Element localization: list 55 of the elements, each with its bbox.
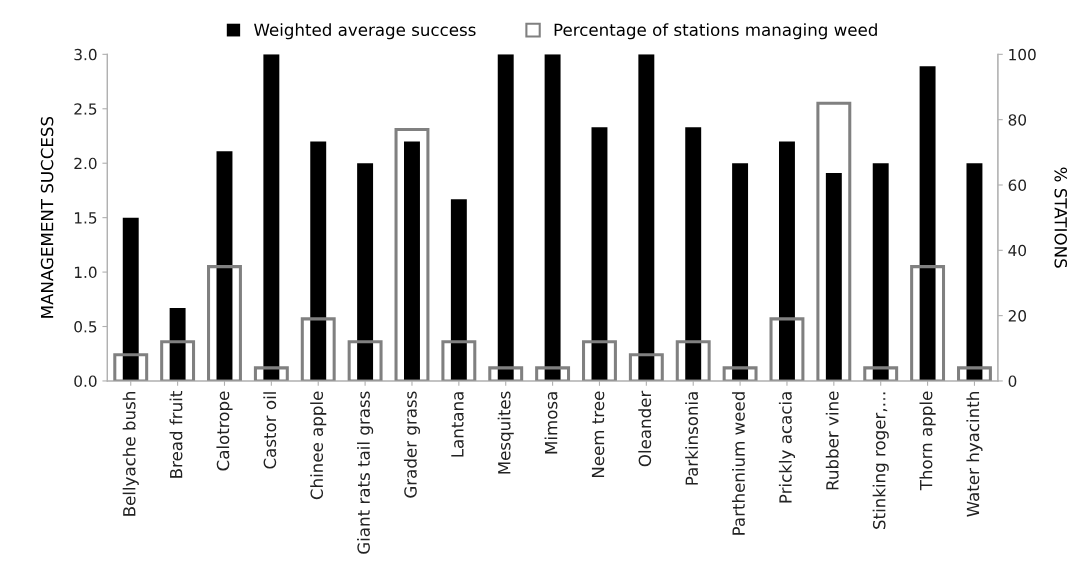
- y2-tick-label: 20: [1008, 310, 1027, 322]
- x-tick-label: Parthenium weed: [732, 392, 745, 535]
- x-tick-label: Giant rats tail grass: [357, 391, 374, 554]
- x-tick-label: Mesquites: [497, 391, 514, 474]
- x-tick-label: Water hyacinth: [966, 392, 983, 517]
- bar: [544, 54, 561, 381]
- bar: [638, 54, 655, 381]
- bar: [497, 54, 514, 381]
- x-tick-label: Chinee apple: [310, 391, 327, 500]
- bar: [732, 163, 749, 381]
- x-tick-label: Calotrope: [216, 391, 233, 471]
- y-tick-label: 0.0: [74, 375, 97, 387]
- x-tick-label: Parkinsonia: [685, 392, 699, 485]
- y2-tick-label: 60: [1008, 179, 1027, 192]
- bar: [263, 54, 280, 381]
- y-tick-label: 2.5: [74, 103, 97, 115]
- bar: [591, 127, 608, 381]
- x-tick-label: Thorn apple: [919, 391, 936, 491]
- x-tick-label: Prickly acacia: [778, 392, 796, 503]
- y-tick-label: 1.5: [74, 212, 97, 224]
- bar: [685, 127, 702, 381]
- y2-axis-title: % STATIONS: [1054, 167, 1068, 268]
- y2-tick-label: 0: [1008, 375, 1017, 387]
- bar: [169, 308, 186, 381]
- bar: [357, 163, 374, 381]
- x-tick-label: Grader grass: [403, 391, 421, 498]
- y-tick-label: 3.0: [74, 48, 97, 61]
- y2-tick-label: 80: [1008, 114, 1027, 126]
- x-tick-label: Oleander: [638, 390, 652, 467]
- y-tick-label: 2.0: [74, 157, 97, 170]
- x-tick-label: Neem tree: [591, 391, 605, 478]
- bar: [778, 141, 795, 381]
- bar: [825, 173, 842, 381]
- bar: [872, 163, 889, 381]
- y-tick-label: 0.5: [74, 320, 97, 333]
- bar: [919, 66, 936, 381]
- x-tick-label: Lantana: [451, 392, 464, 457]
- x-tick-label: Mimosa: [544, 392, 558, 454]
- y2-tick-label: 100: [1009, 48, 1036, 61]
- y2-tick-label: 40: [1008, 244, 1027, 257]
- bar: [122, 217, 139, 381]
- bar: [450, 199, 467, 381]
- bar: [216, 151, 233, 381]
- bar: [966, 163, 983, 381]
- y-axis-title: MANAGEMENT SUCCESS: [40, 116, 54, 318]
- bar: [404, 141, 420, 381]
- x-tick-label: Castor oil: [263, 392, 277, 469]
- legend-label: Weighted average success: [254, 23, 476, 40]
- bar: [310, 141, 327, 381]
- x-tick-label: Bread fruit: [169, 391, 183, 478]
- x-tick-label: Bellyache bush: [122, 392, 139, 516]
- x-tick-label: Rubber vine: [825, 391, 839, 490]
- y-tick-label: 1.0: [74, 266, 97, 279]
- x-tick-label: Stinking roger,…: [872, 392, 889, 529]
- legend-label: Percentage of stations managing weed: [554, 23, 877, 40]
